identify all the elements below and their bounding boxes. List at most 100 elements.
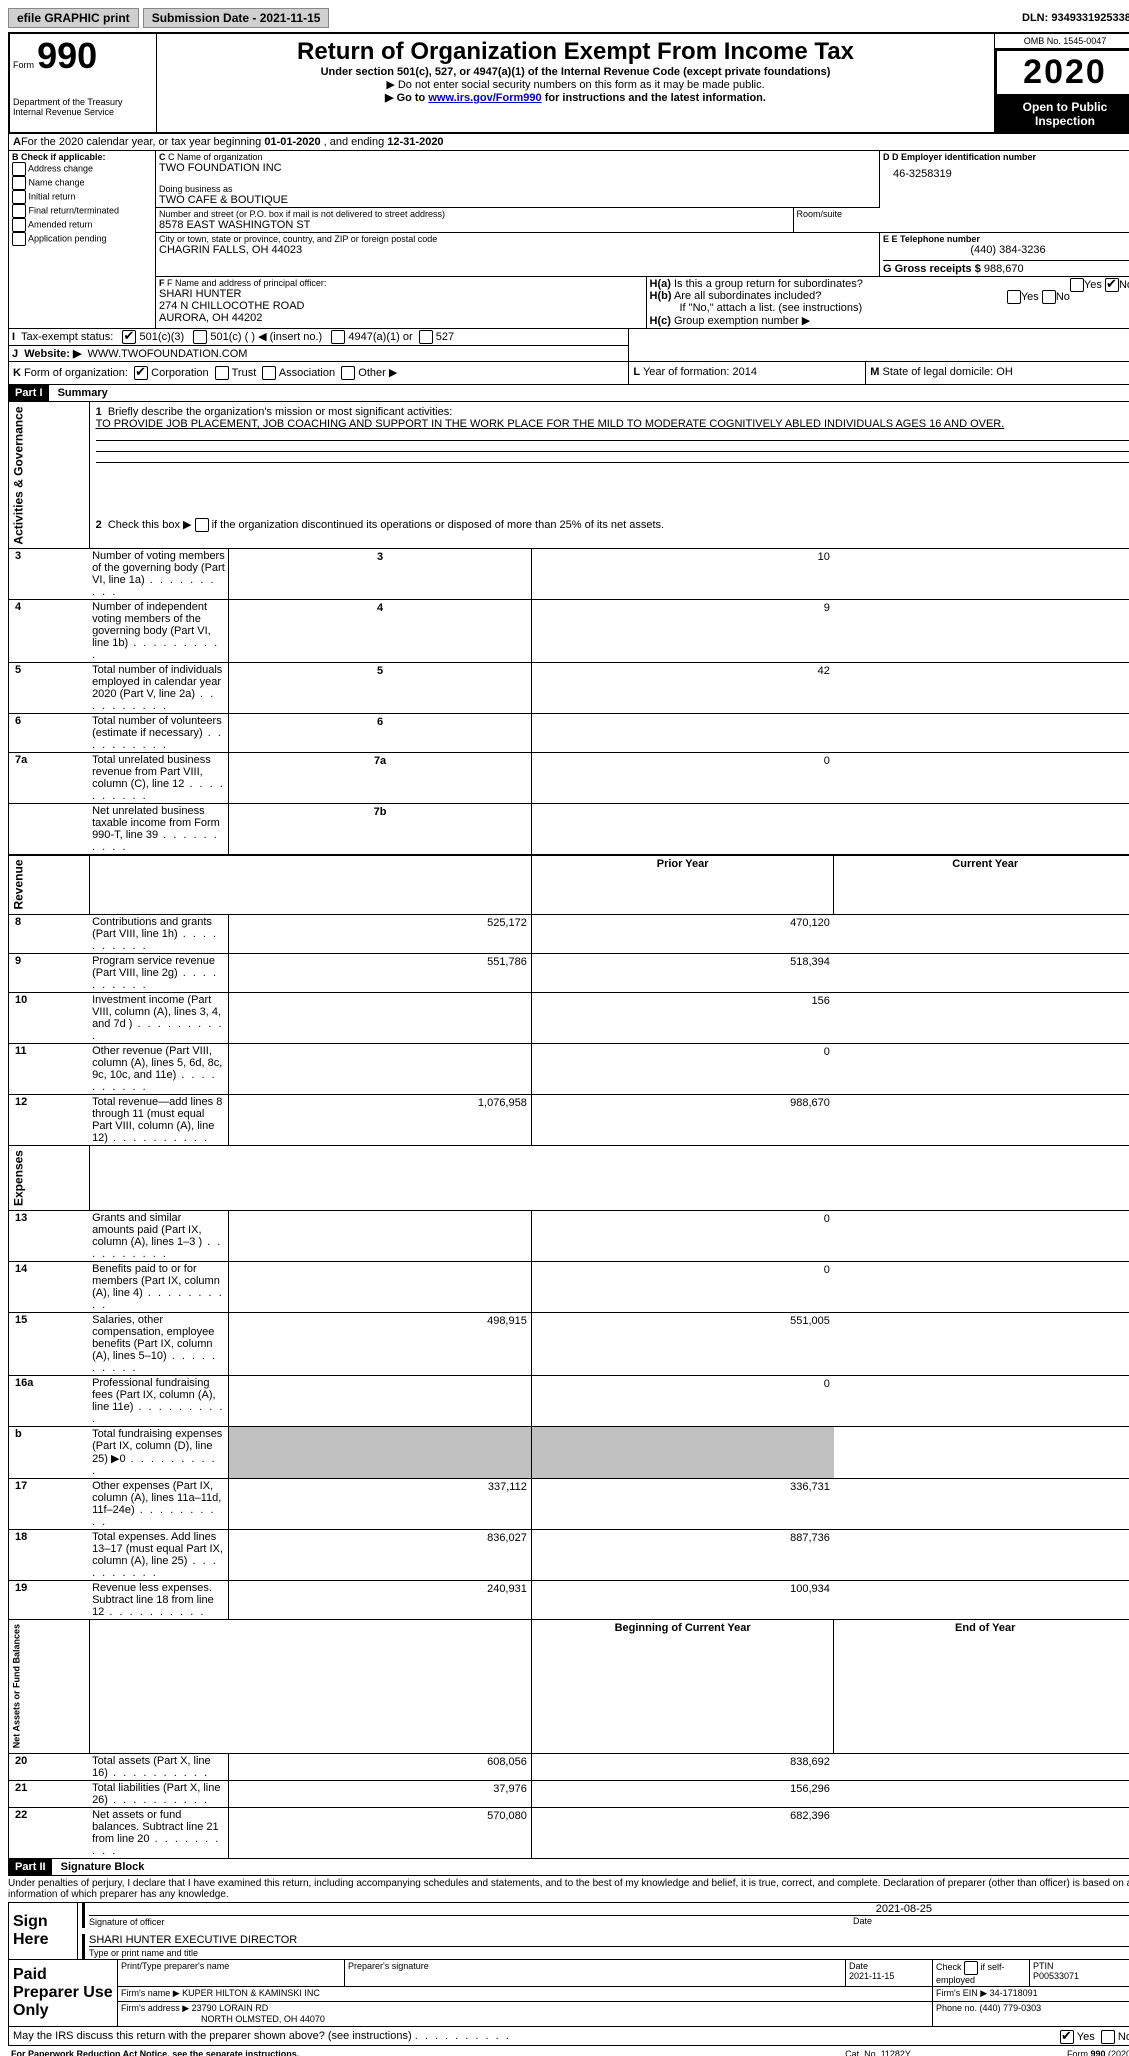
officer-sub: Type or print name and title	[89, 1948, 198, 1958]
line1-num: 1	[96, 406, 102, 418]
box-b: B Check if applicable: Address change Na…	[9, 151, 156, 329]
gov-row: 3Number of voting members of the governi…	[9, 549, 1129, 600]
firm-name: KUPER HILTON & KAMINSKI INC	[182, 1988, 320, 1998]
dba-name: TWO CAFE & BOUTIQUE	[159, 194, 876, 206]
sig-date-label: Date	[853, 1916, 1129, 1926]
ijk-block: I Tax-exempt status: 501(c)(3) 501(c) ( …	[8, 329, 1129, 362]
form-number: 990	[37, 35, 97, 76]
discuss-row: May the IRS discuss this return with the…	[8, 2027, 1129, 2046]
ha-no[interactable]	[1105, 278, 1119, 292]
data-row: 21Total liabilities (Part X, line 26)37,…	[9, 1780, 1129, 1807]
firm-phone-label: Phone no.	[936, 2003, 980, 2013]
org-name: TWO FOUNDATION INC	[159, 162, 876, 174]
prep-sig-label: Preparer's signature	[345, 1960, 846, 1987]
k-corp[interactable]	[134, 366, 148, 380]
data-row: 13Grants and similar amounts paid (Part …	[9, 1211, 1129, 1262]
data-row: 16aProfessional fundraising fees (Part I…	[9, 1376, 1129, 1427]
officer-name: SHARI HUNTER	[159, 288, 643, 300]
pra-notice: For Paperwork Reduction Act Notice, see …	[8, 2048, 775, 2056]
form-note2: ▶ Go to www.irs.gov/Form990 for instruct…	[165, 91, 986, 104]
part2-label: Part II	[9, 1859, 52, 1875]
end-year-header: End of Year	[834, 1620, 1129, 1753]
m-text: State of legal domicile:	[883, 366, 997, 378]
i-501c3[interactable]	[122, 330, 136, 344]
i-501c[interactable]	[193, 330, 207, 344]
check-self-emp[interactable]: Check if self-employed	[936, 1962, 1005, 1985]
mission: TO PROVIDE JOB PLACEMENT, JOB COACHING A…	[96, 418, 1005, 430]
boxb-item[interactable]: Amended return	[12, 218, 152, 232]
boxb-item[interactable]: Final return/terminated	[12, 204, 152, 218]
dept: Department of the Treasury Internal Reve…	[13, 97, 153, 117]
hb-yes[interactable]	[1007, 290, 1021, 304]
part2-header-row: Part II Signature Block	[8, 1859, 1129, 1876]
part1-label: Part I	[9, 385, 49, 401]
gov-row: 6Total number of volunteers (estimate if…	[9, 714, 1129, 753]
gov-row: Net unrelated business taxable income fr…	[9, 804, 1129, 856]
dln-val: 93493319253381	[1051, 12, 1129, 24]
k-trust[interactable]	[215, 366, 229, 380]
street-label: Number and street (or P.O. box if mail i…	[159, 209, 790, 219]
ha-yes[interactable]	[1070, 278, 1084, 292]
data-row: 17Other expenses (Part IX, column (A), l…	[9, 1479, 1129, 1530]
line2-checkbox[interactable]	[195, 518, 209, 532]
data-row: 20Total assets (Part X, line 16)608,0568…	[9, 1753, 1129, 1780]
paid-prep-label: Paid Preparer Use Only	[9, 1960, 118, 2027]
website: WWW.TWOFOUNDATION.COM	[88, 348, 248, 360]
sub-label: Submission Date -	[152, 11, 260, 25]
i-527[interactable]	[419, 330, 433, 344]
sub-date: 2021-11-15	[260, 11, 321, 25]
hc-label: H(c)	[650, 315, 671, 327]
phone: (440) 384-3236	[883, 244, 1129, 256]
tax-year: 2020	[1007, 53, 1123, 92]
discuss-yes[interactable]	[1060, 2030, 1074, 2044]
boxb-item[interactable]: Application pending	[12, 232, 152, 246]
k-other[interactable]	[341, 366, 355, 380]
city-label: City or town, state or province, country…	[159, 234, 876, 244]
data-row: 19Revenue less expenses. Subtract line 1…	[9, 1581, 1129, 1620]
discuss-text: May the IRS discuss this return with the…	[13, 2030, 412, 2042]
prep-date-label: Date	[849, 1961, 868, 1971]
boxf-label: F Name and address of principal officer:	[167, 278, 326, 288]
boxb-item[interactable]: Initial return	[12, 190, 152, 204]
data-row: bTotal fundraising expenses (Part IX, co…	[9, 1427, 1129, 1479]
firm-addr1: 23790 LORAIN RD	[192, 2003, 269, 2013]
line1-text: Briefly describe the organization's miss…	[108, 406, 452, 418]
ha-label: H(a)	[650, 278, 671, 290]
hb-no[interactable]	[1042, 290, 1056, 304]
discuss-no[interactable]	[1101, 2030, 1115, 2044]
gov-row: 7aTotal unrelated business revenue from …	[9, 753, 1129, 804]
form-title: Return of Organization Exempt From Incom…	[165, 38, 986, 66]
form-footer: Form 990 (2020)	[981, 2048, 1129, 2056]
l-val: 2014	[732, 366, 756, 378]
boxb-item[interactable]: Address change	[12, 162, 152, 176]
boxe-label: E E Telephone number	[883, 234, 1129, 244]
data-row: 15Salaries, other compensation, employee…	[9, 1313, 1129, 1376]
street: 8578 EAST WASHINGTON ST	[159, 219, 790, 231]
penalties-text: Under penalties of perjury, I declare th…	[8, 1876, 1129, 1902]
officer-addr1: 274 N CHILLOCOTHE ROAD	[159, 300, 643, 312]
gov-row: 5Total number of individuals employed in…	[9, 663, 1129, 714]
ptin: P00533071	[1033, 1971, 1079, 1981]
k-label: K	[13, 367, 21, 379]
i-4947[interactable]	[331, 330, 345, 344]
boxg-label: G Gross receipts $	[883, 263, 984, 275]
m-label: M	[870, 366, 879, 378]
footer: For Paperwork Reduction Act Notice, see …	[8, 2048, 1129, 2056]
data-row: 9Program service revenue (Part VIII, lin…	[9, 954, 1129, 993]
efile-button[interactable]: efile GRAPHIC print	[8, 8, 139, 28]
officer-addr2: AURORA, OH 44202	[159, 312, 643, 324]
omb-label: OMB No.	[1024, 36, 1064, 46]
data-row: 14Benefits paid to or for members (Part …	[9, 1262, 1129, 1313]
form-word: Form	[13, 60, 34, 70]
l-label: L	[633, 366, 640, 378]
sec1-label: Activities & Governance	[9, 402, 90, 549]
room-label: Room/suite	[797, 209, 877, 219]
ptin-label: PTIN	[1033, 1961, 1054, 1971]
data-row: 12Total revenue—add lines 8 through 11 (…	[9, 1095, 1129, 1146]
k-assoc[interactable]	[262, 366, 276, 380]
boxb-item[interactable]: Name change	[12, 176, 152, 190]
form-note1: ▶ Do not enter social security numbers o…	[165, 78, 986, 91]
irs-link[interactable]: www.irs.gov/Form990	[428, 92, 541, 104]
gov-row: 4Number of independent voting members of…	[9, 600, 1129, 663]
hc-text: Group exemption number ▶	[674, 315, 810, 327]
